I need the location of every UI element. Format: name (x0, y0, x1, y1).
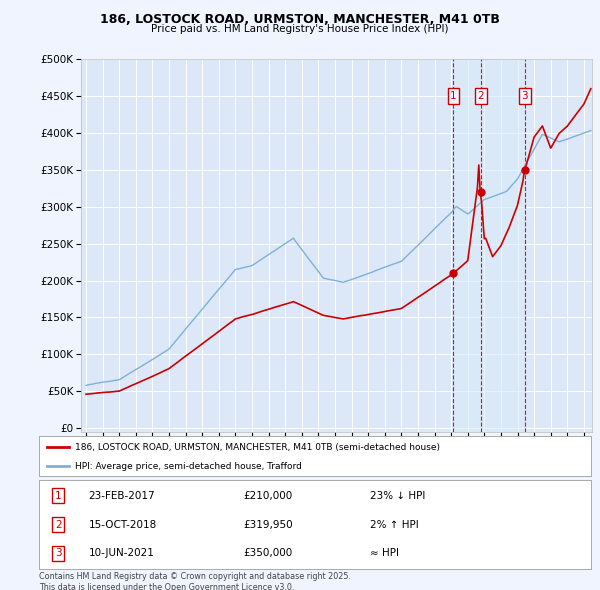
Text: 15-OCT-2018: 15-OCT-2018 (89, 520, 157, 529)
Text: Contains HM Land Registry data © Crown copyright and database right 2025.
This d: Contains HM Land Registry data © Crown c… (39, 572, 351, 590)
Text: 1: 1 (55, 491, 62, 501)
Text: 1: 1 (450, 91, 457, 101)
Text: 23-FEB-2017: 23-FEB-2017 (89, 491, 155, 501)
Text: 186, LOSTOCK ROAD, URMSTON, MANCHESTER, M41 0TB (semi-detached house): 186, LOSTOCK ROAD, URMSTON, MANCHESTER, … (75, 442, 440, 452)
Text: 2: 2 (478, 91, 484, 101)
Text: Price paid vs. HM Land Registry's House Price Index (HPI): Price paid vs. HM Land Registry's House … (151, 24, 449, 34)
Text: £210,000: £210,000 (243, 491, 292, 501)
Text: 3: 3 (55, 548, 62, 558)
Text: 23% ↓ HPI: 23% ↓ HPI (370, 491, 425, 501)
Text: £319,950: £319,950 (243, 520, 293, 529)
Text: 10-JUN-2021: 10-JUN-2021 (89, 548, 155, 558)
Text: ≈ HPI: ≈ HPI (370, 548, 399, 558)
Bar (454, 59, 525, 432)
Text: £350,000: £350,000 (243, 548, 292, 558)
Text: 3: 3 (521, 91, 528, 101)
Text: 2% ↑ HPI: 2% ↑ HPI (370, 520, 419, 529)
Text: 186, LOSTOCK ROAD, URMSTON, MANCHESTER, M41 0TB: 186, LOSTOCK ROAD, URMSTON, MANCHESTER, … (100, 13, 500, 26)
Text: 2: 2 (55, 520, 62, 529)
Text: HPI: Average price, semi-detached house, Trafford: HPI: Average price, semi-detached house,… (75, 461, 302, 471)
